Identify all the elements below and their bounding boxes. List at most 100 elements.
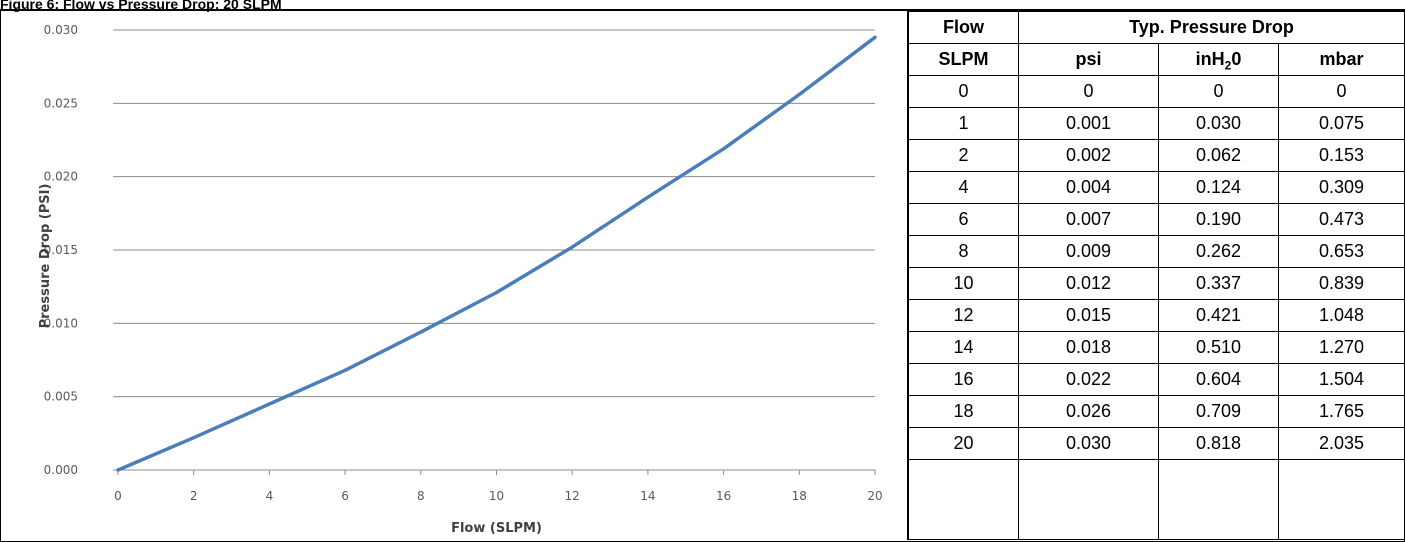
series-line — [116, 35, 877, 472]
header-inh2o: inH20 — [1158, 43, 1279, 76]
y-tick-label: 0.030 — [44, 23, 78, 37]
data-point — [873, 35, 877, 39]
cell-psi: 0.002 — [1018, 139, 1159, 172]
table-row: 10 0.012 0.337 0.839 — [908, 267, 1405, 300]
cell-psi: 0.004 — [1018, 171, 1159, 204]
empty-cell — [908, 459, 1019, 540]
cell-flow: 18 — [908, 395, 1019, 428]
cell-inh2o: 0.262 — [1158, 235, 1279, 268]
table-empty-row — [908, 459, 1405, 540]
x-tick-label: 14 — [640, 489, 655, 503]
data-point — [343, 368, 347, 372]
data-point — [419, 330, 423, 334]
table-row: 20 0.030 0.818 2.035 — [908, 427, 1405, 460]
cell-psi: 0.018 — [1018, 331, 1159, 364]
cell-inh2o: 0.190 — [1158, 203, 1279, 236]
header-inh2o-sub: 2 — [1224, 58, 1232, 73]
y-tick-label: 0.010 — [44, 316, 78, 330]
table-row: 2 0.002 0.062 0.153 — [908, 139, 1405, 172]
table-row: 16 0.022 0.604 1.504 — [908, 363, 1405, 396]
cell-psi: 0.009 — [1018, 235, 1159, 268]
empty-cell — [1018, 459, 1159, 540]
x-tick-label: 20 — [867, 489, 882, 503]
cell-psi: 0.015 — [1018, 299, 1159, 332]
header-mbar: mbar — [1277, 43, 1405, 76]
table-row: 6 0.007 0.190 0.473 — [908, 203, 1405, 236]
cell-inh2o: 0.421 — [1158, 299, 1279, 332]
cell-psi: 0.030 — [1018, 427, 1159, 460]
data-point — [722, 147, 726, 151]
empty-cell — [1277, 459, 1405, 540]
cell-mbar: 0.075 — [1277, 107, 1405, 140]
y-tick-label: 0.005 — [44, 390, 78, 404]
data-point — [495, 291, 498, 295]
table-row: 8 0.009 0.262 0.653 — [908, 235, 1405, 268]
cell-psi: 0.007 — [1018, 203, 1159, 236]
x-tick-label: 16 — [716, 489, 731, 503]
data-point — [797, 93, 801, 97]
cell-flow: 10 — [908, 267, 1019, 300]
empty-cell — [1158, 459, 1279, 540]
cell-inh2o: 0 — [1158, 75, 1279, 108]
x-tick-label: 10 — [489, 489, 504, 503]
cell-flow: 8 — [908, 235, 1019, 268]
cell-inh2o: 0.510 — [1158, 331, 1279, 364]
cell-flow: 4 — [908, 171, 1019, 204]
pressure-drop-table: Flow Typ. Pressure Drop SLPM psi inH20 m… — [908, 11, 1405, 540]
cell-psi: 0 — [1018, 75, 1159, 108]
cell-inh2o: 0.124 — [1158, 171, 1279, 204]
table-body: 0 0 0 0 1 0.001 0.030 0.075 2 0.002 0.062 0.153 4 0.0… — [908, 75, 1405, 540]
cell-inh2o: 0.709 — [1158, 395, 1279, 428]
header-slpm: SLPM — [908, 43, 1019, 76]
x-tick-label: 6 — [341, 489, 349, 503]
x-axis-title: Flow (SLPM) — [451, 521, 542, 536]
data-point — [646, 195, 650, 199]
table-row: 18 0.026 0.709 1.765 — [908, 395, 1405, 428]
cell-psi: 0.026 — [1018, 395, 1159, 428]
table-row: 14 0.018 0.510 1.270 — [908, 331, 1405, 364]
table-unit-row: SLPM psi inH20 mbar — [908, 43, 1405, 76]
cell-flow: 0 — [908, 75, 1019, 108]
cell-mbar: 1.048 — [1277, 299, 1405, 332]
cell-flow: 2 — [908, 139, 1019, 172]
cell-inh2o: 0.062 — [1158, 139, 1279, 172]
cell-mbar: 0.153 — [1277, 139, 1405, 172]
chart-panel: 0.000 0.005 0.010 0.015 0.020 0.025 0.030 0 2 4 6 8… — [0, 11, 908, 540]
x-tick-label: 18 — [792, 489, 807, 503]
y-tick-label: 0.015 — [44, 243, 78, 257]
header-flow: Flow — [908, 11, 1019, 44]
header-psi: psi — [1018, 43, 1159, 76]
y-tick-label: 0.025 — [44, 96, 78, 110]
x-tick-label: 12 — [565, 489, 580, 503]
x-tick-label: 8 — [417, 489, 425, 503]
pressure-drop-chart: 0.000 0.005 0.010 0.015 0.020 0.025 0.030 0 2 4 6 8… — [38, 23, 883, 536]
cell-flow: 6 — [908, 203, 1019, 236]
cell-flow: 12 — [908, 299, 1019, 332]
x-tick-label: 2 — [190, 489, 198, 503]
data-point — [267, 402, 271, 406]
cell-mbar: 0 — [1277, 75, 1405, 108]
cell-inh2o: 0.604 — [1158, 363, 1279, 396]
data-point — [116, 468, 120, 472]
data-point — [192, 436, 196, 440]
header-inh2o-suffix: 0 — [1231, 49, 1242, 69]
cell-mbar: 1.504 — [1277, 363, 1405, 396]
cell-psi: 0.001 — [1018, 107, 1159, 140]
y-axis-title: Pressure Drop (PSI) — [38, 184, 53, 329]
table-header-row: Flow Typ. Pressure Drop — [908, 11, 1405, 44]
cell-inh2o: 0.337 — [1158, 267, 1279, 300]
cell-mbar: 0.473 — [1277, 203, 1405, 236]
data-point — [570, 245, 574, 249]
cell-mbar: 2.035 — [1277, 427, 1405, 460]
cell-mbar: 0.653 — [1277, 235, 1405, 268]
cell-mbar: 0.309 — [1277, 171, 1405, 204]
cell-mbar: 1.765 — [1277, 395, 1405, 428]
data-point — [154, 452, 158, 456]
table-row: 4 0.004 0.124 0.309 — [908, 171, 1405, 204]
figure-caption: Figure 6: Flow vs Pressure Drop: 20 SLPM — [0, 0, 282, 12]
cell-psi: 0.022 — [1018, 363, 1159, 396]
y-tick-label: 0.000 — [44, 463, 78, 477]
header-inh2o-prefix: inH — [1195, 49, 1225, 69]
cell-flow: 20 — [908, 427, 1019, 460]
cell-mbar: 0.839 — [1277, 267, 1405, 300]
